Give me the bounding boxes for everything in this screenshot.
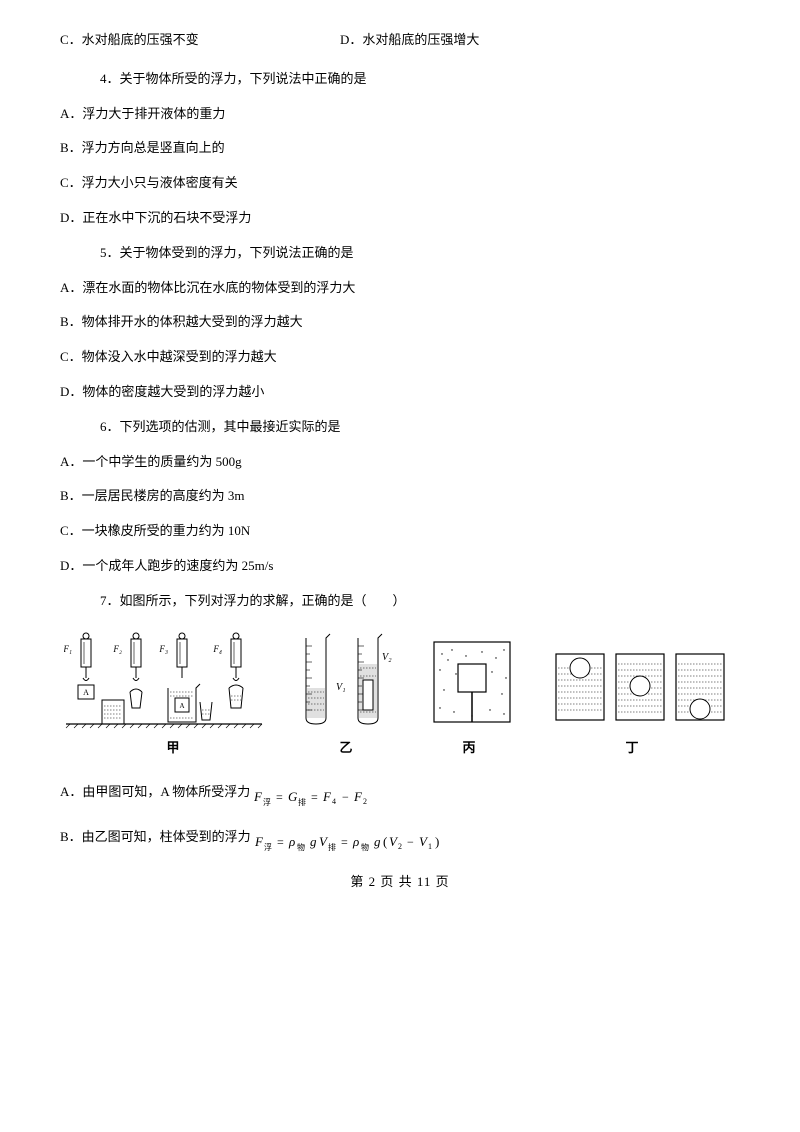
q5-option-b: B．物体排开水的体积越大受到的浮力越大 (60, 312, 740, 333)
fig-label-ding: 丁 (537, 738, 727, 759)
q7-b-prefix: B．由乙图可知，柱体受到的浮力 (60, 827, 251, 848)
figure-ding (546, 630, 736, 730)
option-d: D．水对船底的压强增大 (340, 30, 740, 51)
svg-text:2: 2 (363, 797, 367, 806)
page-footer: 第 2 页 共 11 页 (60, 872, 740, 893)
svg-text:−: − (407, 835, 414, 849)
label-f2: F₂ (112, 644, 122, 654)
svg-text:g: g (374, 834, 381, 849)
svg-text:−: − (342, 790, 349, 804)
svg-text:g: g (310, 834, 317, 849)
svg-text:ρ: ρ (352, 834, 359, 849)
svg-text:1: 1 (428, 842, 432, 851)
svg-text:=: = (276, 790, 283, 804)
q6-option-c: C．一块橡皮所受的重力约为 10N (60, 521, 740, 542)
q4-option-c: C．浮力大小只与液体密度有关 (60, 173, 740, 194)
fig-label-yi: 乙 (291, 738, 401, 759)
svg-text:物: 物 (361, 842, 369, 852)
equation-a-icon: F 浮 = G 排 = F 4 − F 2 (254, 787, 404, 807)
q5-option-d: D．物体的密度越大受到的浮力越小 (60, 382, 740, 403)
svg-text:4: 4 (332, 797, 336, 806)
svg-text:物: 物 (297, 842, 305, 852)
q6-option-d: D．一个成年人跑步的速度约为 25m/s (60, 556, 740, 577)
svg-text:=: = (341, 835, 348, 849)
label-v1: V₁ (336, 682, 346, 693)
q7-stem: 7．如图所示，下列对浮力的求解，正确的是（ ） (100, 591, 740, 612)
q6-option-b: B．一层居民楼房的高度约为 3m (60, 486, 740, 507)
svg-text:F: F (322, 789, 332, 804)
figure-jia: A F₁ F₂ (64, 630, 264, 730)
q7-a-prefix: A．由甲图可知，A 物体所受浮力 (60, 782, 250, 803)
q4-stem: 4．关于物体所受的浮力，下列说法中正确的是 (100, 69, 740, 90)
svg-text:ρ: ρ (288, 834, 295, 849)
label-f1: F₁ (64, 644, 72, 654)
q5-option-a: A．漂在水面的物体比沉在水底的物体受到的浮力大 (60, 278, 740, 299)
svg-text:A: A (179, 702, 184, 710)
label-v2: V₂ (382, 652, 392, 663)
svg-text:=: = (277, 835, 284, 849)
svg-text:浮: 浮 (263, 797, 271, 807)
svg-text:排: 排 (328, 842, 336, 852)
label-f4: F₄ (212, 644, 222, 654)
svg-text:F: F (254, 789, 263, 804)
figure-bing (422, 630, 522, 730)
fig-label-jia: 甲 (73, 738, 273, 759)
svg-text:=: = (311, 790, 318, 804)
q4-option-d: D．正在水中下沉的石块不受浮力 (60, 208, 740, 229)
q7-option-a: A．由甲图可知，A 物体所受浮力 F 浮 = G 排 = F 4 − F 2 (60, 782, 740, 803)
label-f3: F₃ (158, 644, 168, 654)
svg-text:F: F (255, 834, 264, 849)
q6-option-a: A．一个中学生的质量约为 500g (60, 452, 740, 473)
svg-text:(: ( (383, 834, 387, 849)
q6-stem: 6．下列选项的估测，其中最接近实际的是 (100, 417, 740, 438)
svg-text:2: 2 (398, 842, 402, 851)
q5-option-c: C．物体没入水中越深受到的浮力越大 (60, 347, 740, 368)
svg-text:F: F (353, 789, 363, 804)
q4-option-a: A．浮力大于排开液体的重力 (60, 104, 740, 125)
figure-yi: V₁ V₂ (288, 630, 398, 730)
q5-stem: 5．关于物体受到的浮力，下列说法正确的是 (100, 243, 740, 264)
fig-label-bing: 丙 (419, 738, 519, 759)
q7-option-b: B．由乙图可知，柱体受到的浮力 F 浮 = ρ 物 g V 排 = ρ 物 g … (60, 827, 740, 848)
svg-text:): ) (435, 834, 439, 849)
svg-text:排: 排 (298, 797, 306, 807)
equation-b-icon: F 浮 = ρ 物 g V 排 = ρ 物 g ( V 2 − V 1 ) (255, 832, 495, 852)
svg-text:浮: 浮 (264, 842, 272, 852)
svg-text:A: A (83, 688, 89, 697)
q4-option-b: B．浮力方向总是竖直向上的 (60, 138, 740, 159)
option-c: C．水对船底的压强不变 (60, 30, 340, 51)
figure-row: A F₁ F₂ (60, 630, 740, 730)
svg-text:G: G (288, 789, 298, 804)
